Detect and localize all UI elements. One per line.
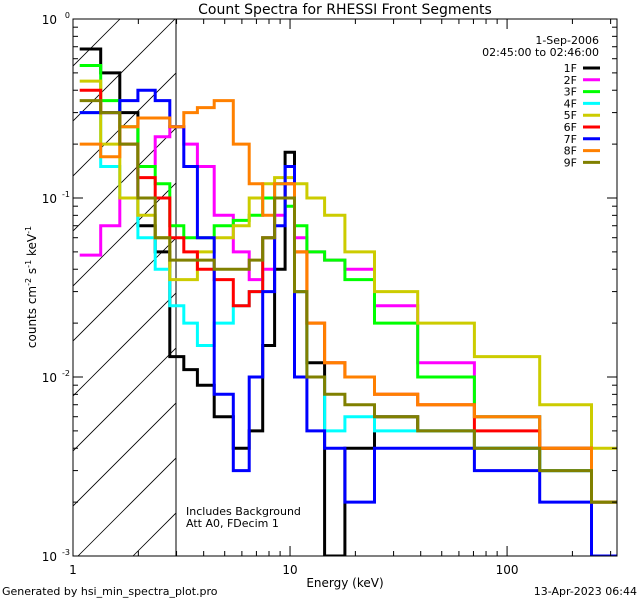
series-4F-line [79, 111, 617, 504]
hatch-line [73, 237, 176, 342]
hatch-line [0, 19, 10, 556]
legend-label-7F: 7F [564, 133, 577, 146]
series-3F-line [79, 64, 617, 504]
hatch-line [73, 347, 176, 452]
x-axis-label: Energy (keV) [306, 576, 383, 590]
chart-title: Count Spectra for RHESSI Front Segments [198, 2, 492, 18]
y-axis-label: counts cm-2 s-1 keV-1 [24, 226, 39, 348]
y-tick-exponent: -3 [62, 548, 70, 557]
footer-timestamp: 13-Apr-2023 06:44 [534, 585, 637, 598]
legend-label-2F: 2F [564, 74, 577, 87]
y-tick-exponent: 0 [65, 11, 70, 20]
x-tick-label: 10 [282, 563, 297, 577]
y-tick-exponent: -1 [62, 190, 70, 199]
legend-label-4F: 4F [564, 97, 577, 110]
y-tick-label: 10 [42, 371, 57, 385]
footer-generated-by: Generated by hsi_min_spectra_plot.pro [2, 585, 218, 598]
excluded-energy-hatch [0, 19, 640, 556]
y-tick-label: 10 [42, 13, 57, 27]
annotation-attenuator: Att A0, FDecim 1 [186, 517, 279, 530]
legend-label-9F: 9F [564, 156, 577, 169]
legend-date: 1-Sep-2006 [535, 34, 599, 47]
legend-label-6F: 6F [564, 121, 577, 134]
series-6F-line [79, 88, 617, 504]
legend-label-8F: 8F [564, 145, 577, 158]
annotation-background: Includes Background [186, 505, 301, 518]
legend-label-1F: 1F [564, 62, 577, 75]
y-tick-exponent: -2 [62, 369, 70, 378]
plot-frame [72, 18, 618, 557]
x-tick-label: 100 [496, 563, 519, 577]
y-tick-label: 10 [42, 550, 57, 564]
series-9F-line [79, 99, 617, 504]
hatch-line [73, 19, 176, 122]
series-8F-line [79, 99, 617, 504]
hatch-line [243, 19, 640, 556]
series-1F-line [79, 47, 617, 556]
legend-label-3F: 3F [564, 86, 577, 99]
hatch-line [73, 402, 176, 507]
legend-time-range: 02:45:00 to 02:46:00 [482, 46, 599, 59]
hatch-line [77, 457, 176, 556]
x-tick-label: 1 [69, 563, 77, 577]
series-7F-line [79, 88, 617, 556]
y-tick-label: 10 [42, 192, 57, 206]
legend-label-5F: 5F [564, 109, 577, 122]
hatch-line [73, 127, 176, 232]
hatch-line [73, 72, 176, 177]
